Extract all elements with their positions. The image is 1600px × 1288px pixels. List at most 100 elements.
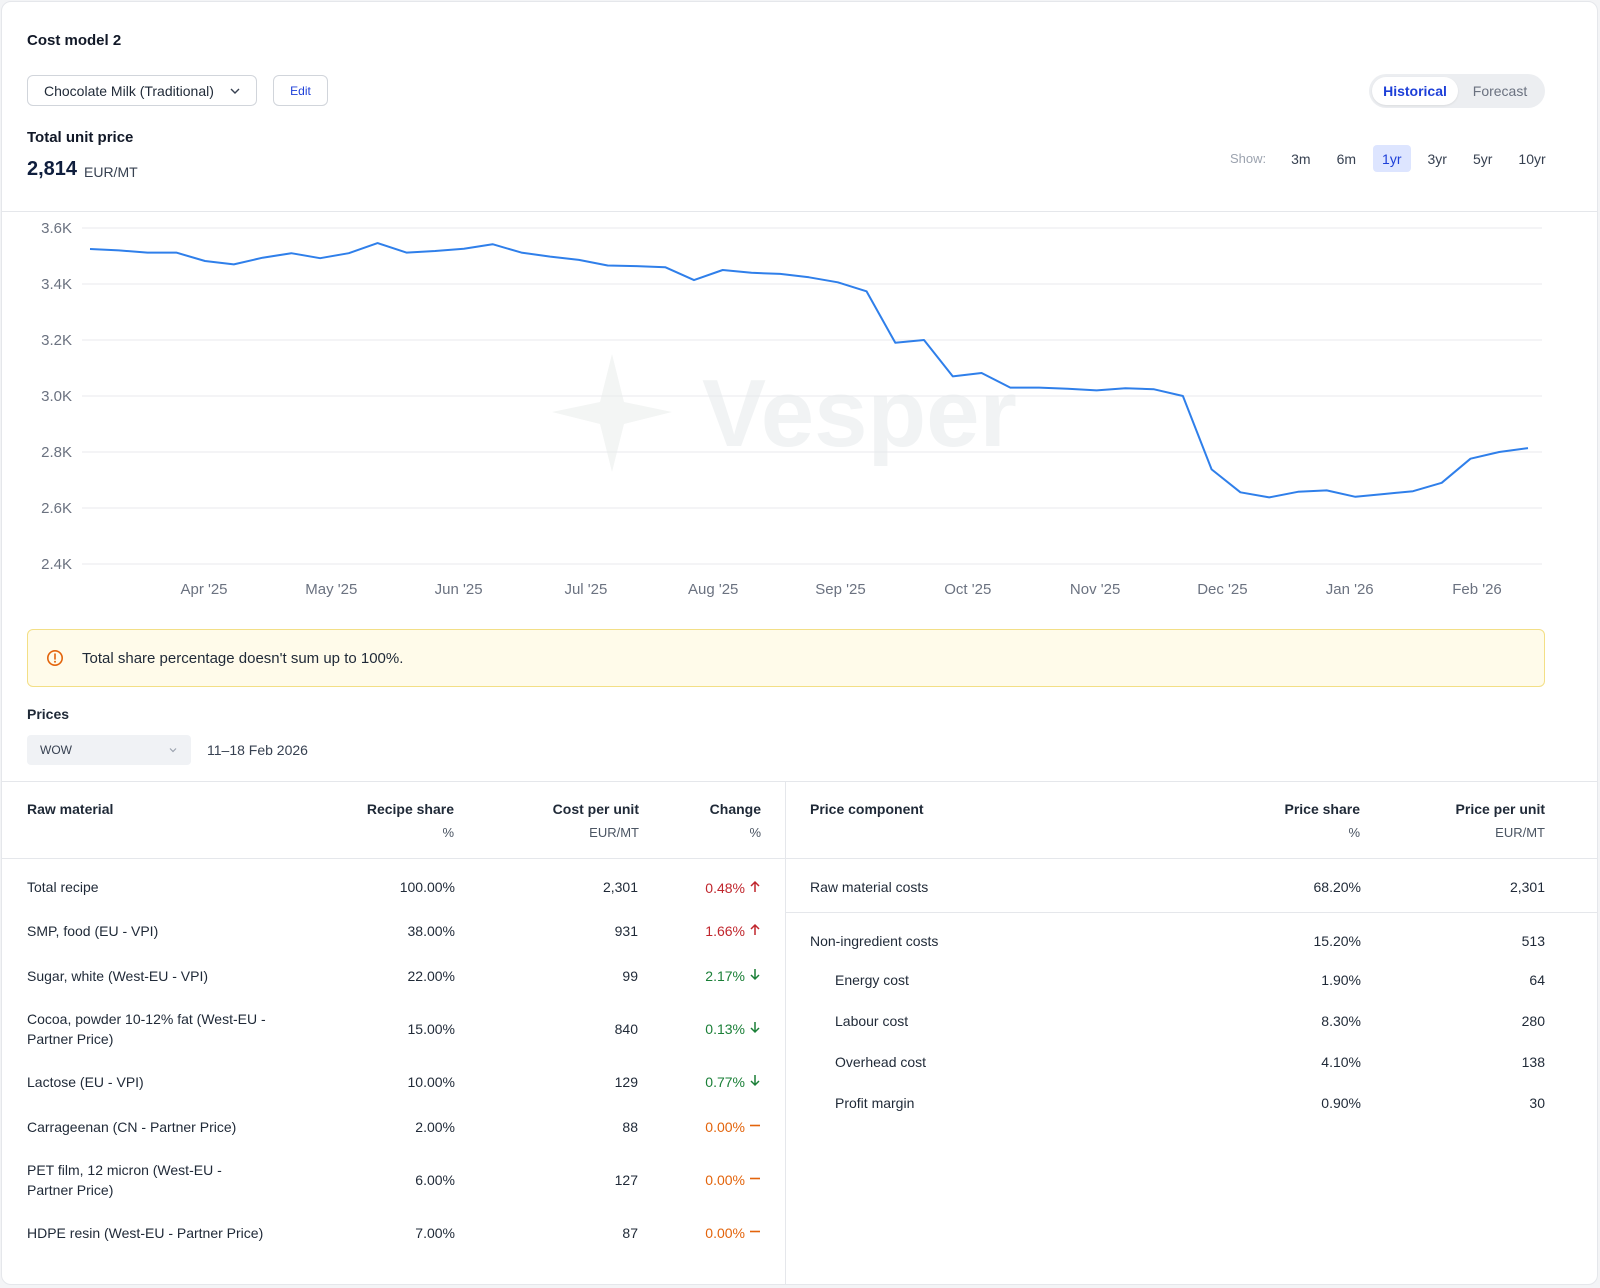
price-component-name: Profit margin [835, 1095, 915, 1111]
period-select-value: WOW [40, 743, 72, 757]
col-header-raw-material: Raw material [27, 801, 114, 817]
change-cell: 0.00% [642, 1170, 761, 1190]
y-tick-label: 2.4K [41, 556, 72, 573]
period-select[interactable]: WOW [27, 735, 191, 765]
col-header-change: Change [709, 801, 761, 817]
change-value: 0.00% [705, 1225, 745, 1241]
range-10yr[interactable]: 10yr [1518, 150, 1546, 167]
arrow-down-icon [750, 969, 760, 981]
price-per-unit: 280 [1521, 1013, 1545, 1029]
y-tick-label: 3.2K [41, 332, 72, 349]
raw-material-name: Cocoa, powder 10-12% fat (West-EU - Part… [27, 1011, 266, 1047]
price-component-name: Labour cost [835, 1013, 909, 1029]
cost-per-unit: 129 [614, 1074, 638, 1090]
recipe-share: 38.00% [407, 923, 455, 939]
table-header-divider [2, 858, 785, 859]
price-component-name: Energy cost [835, 972, 909, 988]
price-share: 15.20% [1313, 933, 1361, 949]
warning-alert: Total share percentage doesn't sum up to… [27, 629, 1545, 687]
historical-toggle[interactable]: Historical [1372, 77, 1458, 105]
col-unit-change: % [749, 825, 761, 840]
y-tick-label: 3.4K [41, 276, 72, 293]
change-value: 0.13% [705, 1021, 745, 1037]
change-value: 0.00% [705, 1172, 745, 1188]
change-value: 0.48% [705, 880, 745, 896]
y-tick-label: 2.8K [41, 444, 72, 461]
recipe-share: 100.00% [399, 879, 455, 895]
forecast-toggle[interactable]: Forecast [1472, 83, 1528, 99]
col-header-cost-per-unit: Cost per unit [552, 801, 639, 817]
product-select-value: Chocolate Milk (Traditional) [44, 82, 214, 99]
x-tick-label: Oct '25 [944, 581, 991, 598]
price-component-name: Raw material costs [810, 879, 929, 895]
price-share: 4.10% [1321, 1054, 1361, 1070]
total-unit-price-unit: EUR/MT [84, 164, 138, 180]
watermark-star-icon [552, 354, 672, 472]
range-5yr[interactable]: 5yr [1472, 150, 1493, 167]
col-unit-cost-per-unit: EUR/MT [589, 825, 639, 840]
prices-label: Prices [27, 706, 70, 722]
x-tick-label: Sep '25 [815, 581, 865, 598]
period-date-range: 11–18 Feb 2026 [207, 742, 308, 758]
price-per-unit: 30 [1529, 1095, 1545, 1111]
x-tick-label: Jul '25 [564, 581, 607, 598]
range-1yr[interactable]: 1yr [1373, 145, 1411, 172]
header-divider [2, 211, 1597, 212]
col-header-price-component: Price component [810, 801, 924, 817]
arrow-down-icon [750, 1022, 760, 1034]
change-cell: 1.66% [642, 921, 761, 941]
col-unit-price-per-unit: EUR/MT [1495, 825, 1545, 840]
range-3yr[interactable]: 3yr [1427, 150, 1447, 167]
row-divider [786, 912, 1597, 913]
x-tick-label: May '25 [305, 581, 357, 598]
raw-material-table: Raw material Recipe share % Cost per uni… [2, 781, 785, 1284]
price-per-unit: 513 [1521, 933, 1545, 949]
x-tick-label: Dec '25 [1197, 581, 1247, 598]
price-component-table: Price component Price share % Price per … [786, 781, 1597, 1284]
chevron-down-icon [230, 88, 240, 94]
alert-message: Total share percentage doesn't sum up to… [82, 649, 404, 667]
range-6m[interactable]: 6m [1336, 150, 1357, 167]
arrow-down-icon [750, 1075, 760, 1087]
dash-icon [750, 1230, 760, 1233]
cost-per-unit: 99 [622, 968, 638, 984]
raw-material-name: Carrageenan (CN - Partner Price) [27, 1119, 237, 1135]
range-selector-label: Show: [1230, 151, 1267, 166]
price-share: 1.90% [1321, 972, 1361, 988]
cost-per-unit: 931 [614, 923, 638, 939]
price-component-name: Overhead cost [835, 1054, 927, 1070]
watermark-text: Vesper [702, 360, 1017, 467]
x-tick-label: Apr '25 [180, 581, 227, 598]
total-unit-price-label: Total unit price [27, 129, 134, 146]
view-toggle: Historical Forecast [1369, 74, 1545, 108]
cost-per-unit: 2,301 [602, 879, 638, 895]
edit-button[interactable]: Edit [273, 75, 328, 106]
price-per-unit: 64 [1529, 972, 1545, 988]
change-value: 0.77% [705, 1074, 745, 1090]
recipe-share: 2.00% [415, 1119, 455, 1135]
change-cell: 2.17% [642, 966, 761, 986]
col-unit-recipe-share: % [442, 825, 454, 840]
chevron-down-icon [169, 748, 177, 753]
col-header-recipe-share: Recipe share [366, 801, 454, 817]
range-3m[interactable]: 3m [1291, 150, 1311, 167]
price-per-unit: 138 [1521, 1054, 1545, 1070]
change-cell: 0.77% [642, 1072, 761, 1092]
change-cell: 0.13% [642, 1019, 761, 1039]
price-series-line [89, 242, 1529, 499]
col-header-price-share: Price share [1284, 801, 1361, 817]
arrow-up-icon [750, 880, 760, 892]
dash-icon [750, 1124, 760, 1127]
col-header-price-per-unit: Price per unit [1455, 801, 1545, 817]
raw-material-name: Sugar, white (West-EU - VPI) [27, 968, 209, 984]
cost-per-unit: 840 [614, 1021, 638, 1037]
dash-icon [750, 1177, 760, 1180]
change-value: 0.00% [705, 1119, 745, 1135]
price-component-name: Non-ingredient costs [810, 933, 939, 949]
product-select[interactable]: Chocolate Milk (Traditional) [27, 75, 257, 106]
recipe-share: 7.00% [415, 1225, 455, 1241]
y-tick-label: 3.0K [41, 388, 72, 405]
x-tick-label: Aug '25 [688, 581, 738, 598]
price-chart: Vesper 3.6K 3.4K 3.2K 3.0K 2.8K 2.6K 2.4K Apr '2… [2, 214, 1597, 614]
